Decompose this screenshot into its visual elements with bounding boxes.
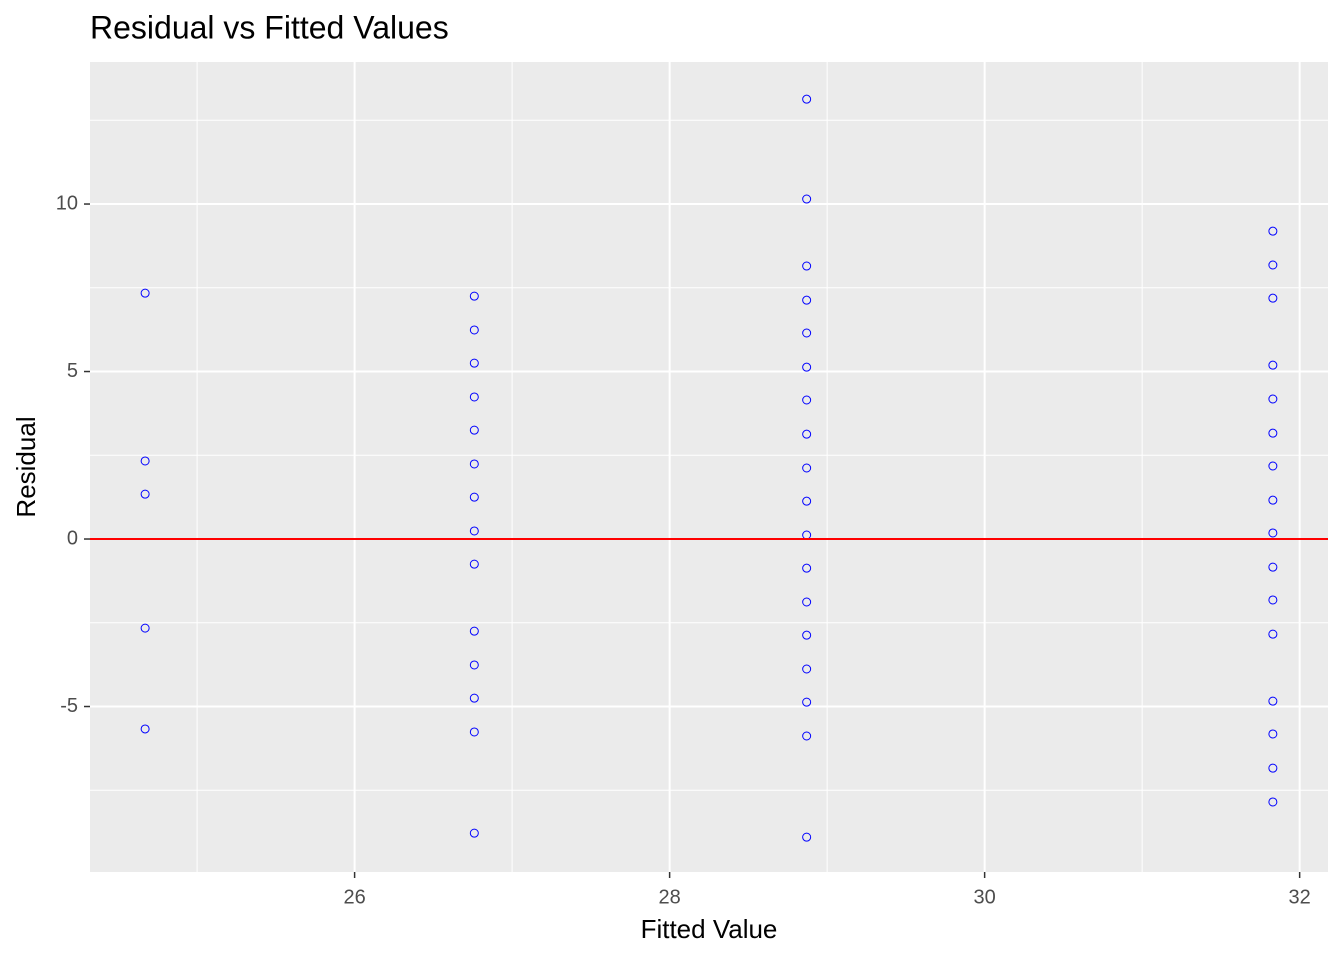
- y-tick-label: 10: [56, 192, 78, 214]
- point: [802, 496, 812, 506]
- point: [140, 623, 150, 633]
- point: [802, 328, 812, 338]
- point: [1268, 226, 1278, 236]
- point: [140, 456, 150, 466]
- point: [140, 288, 150, 298]
- point: [1268, 461, 1278, 471]
- point: [469, 392, 479, 402]
- point: [1268, 428, 1278, 438]
- y-tick-label: 0: [67, 527, 78, 549]
- point: [1268, 562, 1278, 572]
- point: [1268, 293, 1278, 303]
- point: [469, 358, 479, 368]
- point: [469, 559, 479, 569]
- point: [1268, 394, 1278, 404]
- point: [802, 597, 812, 607]
- point: [469, 291, 479, 301]
- point: [802, 664, 812, 674]
- point: [802, 697, 812, 707]
- point: [802, 563, 812, 573]
- point: [802, 194, 812, 204]
- point: [1268, 360, 1278, 370]
- point: [802, 295, 812, 305]
- point: [1268, 696, 1278, 706]
- point: [1268, 595, 1278, 605]
- y-tick-label: 5: [67, 360, 78, 382]
- panel: [90, 62, 1328, 872]
- point: [469, 325, 479, 335]
- point: [802, 630, 812, 640]
- point: [802, 832, 812, 842]
- point: [1268, 528, 1278, 538]
- point: [469, 492, 479, 502]
- point: [802, 94, 812, 104]
- point: [469, 425, 479, 435]
- point: [469, 828, 479, 838]
- point: [802, 463, 812, 473]
- point: [1268, 629, 1278, 639]
- point: [802, 429, 812, 439]
- x-tick-label: 26: [343, 886, 365, 908]
- point: [469, 526, 479, 536]
- point: [1268, 763, 1278, 773]
- x-tick-label: 32: [1289, 886, 1311, 908]
- point: [1268, 260, 1278, 270]
- point: [802, 395, 812, 405]
- point: [469, 459, 479, 469]
- x-tick-label: 28: [658, 886, 680, 908]
- point: [140, 489, 150, 499]
- chart-title: Residual vs Fitted Values: [90, 9, 449, 45]
- y-tick-label: -5: [60, 695, 78, 717]
- point: [1268, 495, 1278, 505]
- y-axis-label: Residual: [11, 416, 41, 517]
- point: [140, 724, 150, 734]
- point: [802, 731, 812, 741]
- point: [469, 727, 479, 737]
- x-axis-label: Fitted Value: [641, 914, 778, 944]
- point: [469, 693, 479, 703]
- point: [802, 362, 812, 372]
- point: [469, 626, 479, 636]
- point: [1268, 729, 1278, 739]
- x-tick-label: 30: [974, 886, 996, 908]
- point: [802, 261, 812, 271]
- point: [469, 660, 479, 670]
- point: [1268, 797, 1278, 807]
